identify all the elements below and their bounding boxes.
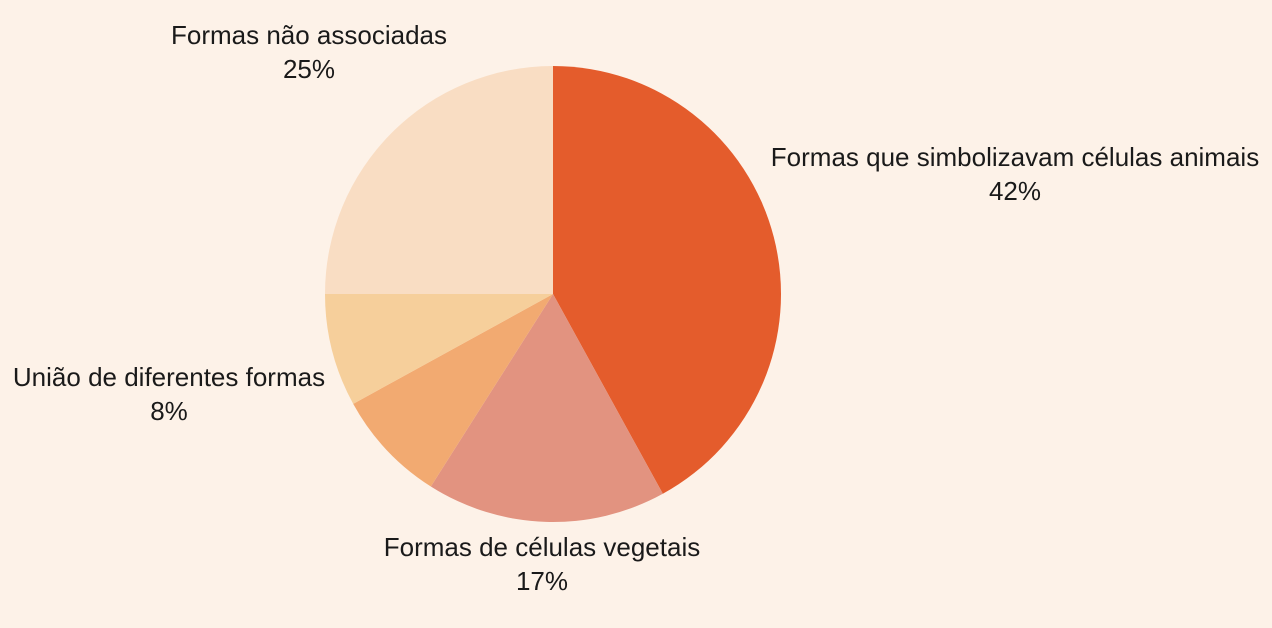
slice-percent-label: 25% <box>282 54 336 84</box>
slice-label-celulas-animais: Formas que simbolizavam células animais … <box>755 140 1272 208</box>
pie-slice-1 <box>430 294 663 523</box>
slice-percent-label: 17% <box>515 566 569 596</box>
slice-label-text: Formas que simbolizavam células animais <box>770 142 1260 172</box>
pie-slice-4 <box>325 66 553 294</box>
pie-slice-2 <box>353 294 553 487</box>
slice-label-text: União de diferentes formas <box>12 362 326 392</box>
slice-label-nao-associadas: Formas não associadas 25% <box>59 18 559 86</box>
slice-label-celulas-vegetais: Formas de células vegetais 17% <box>292 530 792 598</box>
pie-slice-0 <box>553 66 782 494</box>
slice-percent-label: 8% <box>150 396 188 426</box>
slice-label-text: Formas de células vegetais <box>383 532 701 562</box>
pie-slice-3 <box>325 294 553 404</box>
slice-label-uniao-formas: União de diferentes formas 8% <box>0 360 349 428</box>
slice-label-text: Formas não associadas <box>170 20 448 50</box>
slice-percent-label: 42% <box>988 176 1042 206</box>
